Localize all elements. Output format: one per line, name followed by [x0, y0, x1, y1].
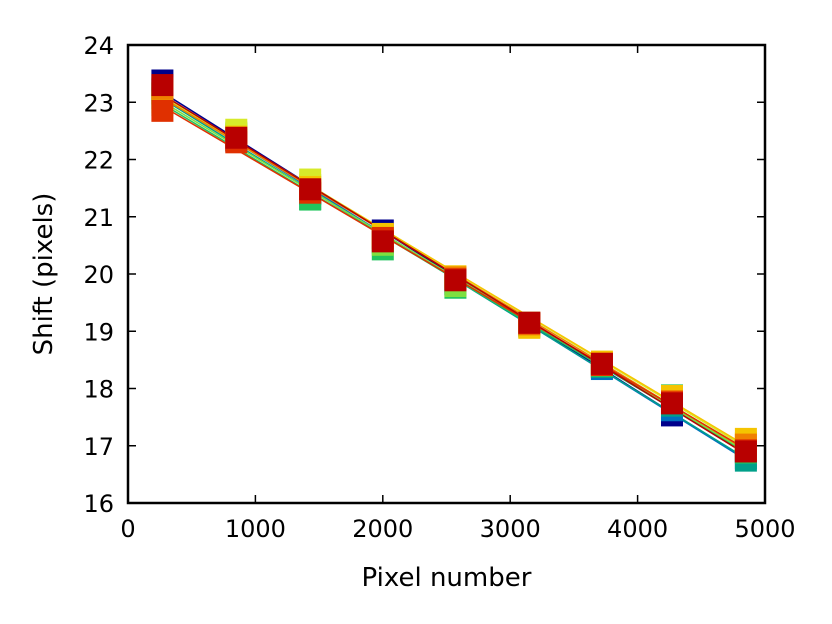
x-tick-label: 3000: [480, 515, 541, 543]
plot-area: [151, 69, 757, 472]
marker-s9-p4: [444, 269, 467, 292]
x-tick-label: 2000: [352, 515, 413, 543]
marker-s9-p7: [660, 392, 683, 415]
y-tick-label: 20: [83, 261, 114, 289]
x-tick-label: 1000: [225, 515, 286, 543]
y-axis-label: Shift (pixels): [29, 193, 59, 356]
marker-s9-p0: [151, 74, 174, 97]
y-tick-label: 16: [83, 490, 114, 518]
marker-s9-p5: [518, 311, 541, 334]
marker-s8-p0: [151, 99, 174, 122]
marker-s9-p2: [299, 178, 322, 201]
y-tick-label: 17: [83, 433, 114, 461]
x-axis-label: Pixel number: [362, 563, 532, 593]
x-tick-label: 4000: [607, 515, 668, 543]
y-tick-label: 19: [83, 318, 114, 346]
x-axis: 0 1000 2000 3000 4000 5000: [120, 45, 796, 543]
y-tick-label: 22: [83, 147, 114, 175]
x-tick-label: 5000: [734, 515, 795, 543]
x-tick-label: 0: [120, 515, 135, 543]
y-tick-label: 21: [83, 204, 114, 232]
y-tick-label: 18: [83, 376, 114, 404]
markers: [151, 69, 757, 472]
marker-s9-p8: [734, 440, 757, 463]
marker-s9-p1: [225, 126, 248, 149]
marker-s9-p3: [371, 230, 394, 253]
y-tick-label: 23: [83, 89, 114, 117]
marker-s9-p6: [590, 352, 613, 375]
y-axis: 16 17 18 19 20 21 22 23 24: [83, 32, 765, 518]
y-tick-label: 24: [83, 32, 114, 60]
